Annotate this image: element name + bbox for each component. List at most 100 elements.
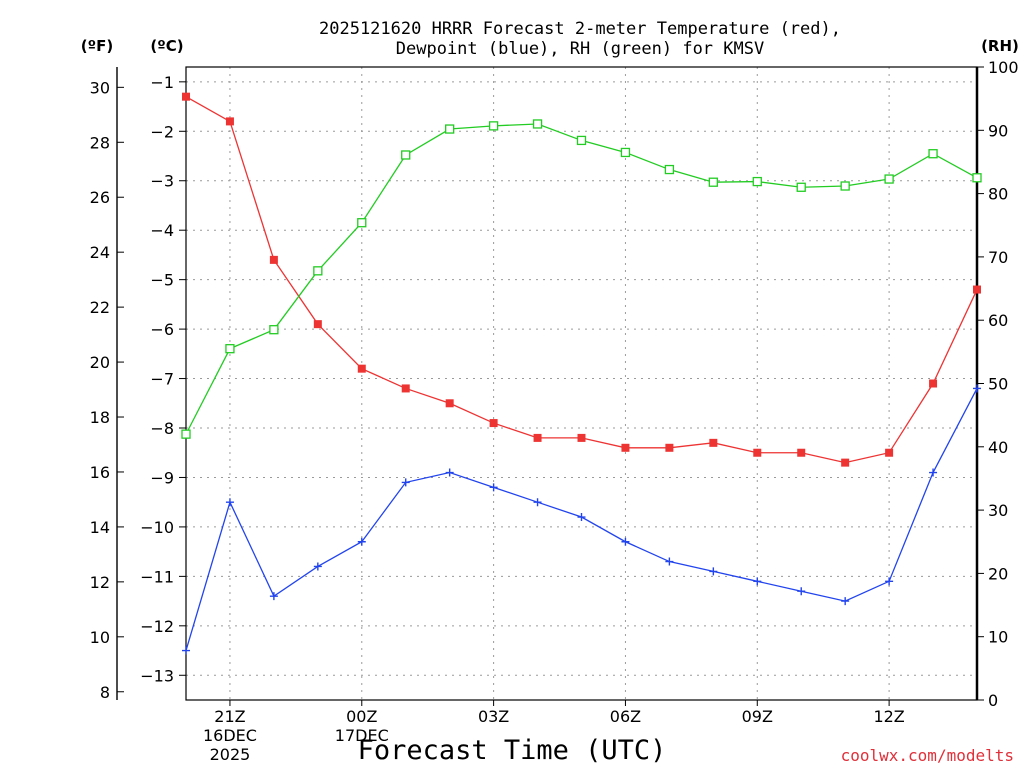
rh-point bbox=[576, 135, 587, 146]
dewpoint-point bbox=[313, 562, 322, 571]
celsius-tick-label: −10 bbox=[140, 518, 174, 537]
temperature-point bbox=[929, 379, 938, 388]
rh-point bbox=[357, 218, 367, 228]
dewpoint-point bbox=[709, 567, 718, 576]
fahrenheit-tick-label: 22 bbox=[90, 298, 110, 317]
temperature-point bbox=[182, 92, 190, 101]
rh-point bbox=[269, 325, 279, 335]
temperature-point bbox=[357, 364, 366, 373]
chart-title-line-1: 2025121620 HRRR Forecast 2-meter Tempera… bbox=[319, 19, 841, 39]
rh-tick-label: 70 bbox=[988, 248, 1008, 267]
temperature-point bbox=[665, 443, 674, 452]
temperature-point bbox=[621, 443, 630, 452]
temperature-point bbox=[841, 458, 850, 467]
rh-tick-label: 0 bbox=[988, 691, 998, 710]
rh-point bbox=[972, 173, 982, 183]
temperature-point bbox=[401, 384, 410, 393]
x-tick-label: 16DEC bbox=[203, 726, 257, 745]
rh-point bbox=[620, 147, 631, 158]
x-axis-title: Forecast Time (UTC) bbox=[358, 735, 667, 766]
fahrenheit-tick-label: 10 bbox=[90, 628, 110, 647]
temperature-point bbox=[709, 438, 718, 447]
site-credit: coolwx.com/modelts bbox=[841, 746, 1014, 765]
dewpoint-point bbox=[973, 384, 981, 393]
chart-title-line-2: Dewpoint (blue), RH (green) for KMSV bbox=[396, 39, 764, 59]
rh-point bbox=[840, 181, 850, 191]
rh-point bbox=[752, 176, 762, 187]
fahrenheit-tick-label: 18 bbox=[90, 408, 110, 427]
celsius-tick-label: −6 bbox=[150, 320, 174, 339]
rh-point bbox=[181, 429, 191, 439]
rh-point bbox=[225, 344, 235, 354]
celsius-tick-label: −5 bbox=[150, 271, 174, 290]
rh-point bbox=[488, 121, 499, 131]
x-tick-label: 2025 bbox=[210, 745, 251, 764]
rh-tick-label: 100 bbox=[988, 58, 1019, 77]
rh-point bbox=[884, 174, 894, 184]
rh-tick-label: 30 bbox=[988, 501, 1008, 520]
fahrenheit-tick-label: 30 bbox=[90, 78, 110, 97]
dewpoint-point bbox=[929, 468, 938, 477]
dewpoint-point bbox=[841, 597, 850, 606]
x-tick-label: 03Z bbox=[478, 707, 509, 726]
dewpoint-point bbox=[489, 483, 498, 492]
celsius-unit-label: (ºC) bbox=[150, 37, 183, 55]
celsius-tick-label: −11 bbox=[140, 567, 174, 586]
dewpoint-point bbox=[533, 498, 542, 507]
temperature-point bbox=[225, 117, 234, 126]
dewpoint-point bbox=[445, 468, 454, 477]
celsius-tick-label: −4 bbox=[150, 221, 174, 240]
rh-point bbox=[445, 124, 455, 134]
fahrenheit-unit-label: (ºF) bbox=[81, 37, 113, 55]
rh-tick-label: 90 bbox=[988, 121, 1008, 140]
dewpoint-point bbox=[182, 646, 190, 655]
celsius-tick-label: −7 bbox=[150, 370, 174, 389]
rh-point bbox=[664, 164, 675, 175]
dewpoint-point bbox=[401, 478, 410, 487]
rh-point bbox=[928, 149, 938, 159]
rh-point bbox=[313, 266, 323, 276]
fahrenheit-tick-label: 28 bbox=[90, 133, 110, 152]
dewpoint-point bbox=[225, 498, 234, 507]
temperature-point bbox=[533, 433, 542, 442]
rh-point bbox=[401, 150, 411, 160]
dewpoint-point bbox=[753, 577, 762, 586]
rh-point bbox=[708, 177, 718, 187]
dewpoint-point bbox=[885, 577, 894, 586]
tick-labels: −1 −2 −3 −4 −5 −6 −7 −8 −9 −10 −11 −12 −13 30 28 26 24 22… bbox=[90, 58, 1019, 764]
dewpoint-point bbox=[357, 537, 366, 546]
celsius-tick-label: −9 bbox=[150, 468, 174, 487]
x-tick-label: 12Z bbox=[873, 707, 904, 726]
grid-lines bbox=[186, 67, 977, 700]
celsius-tick-label: −2 bbox=[150, 122, 174, 141]
axes bbox=[116, 66, 984, 706]
temperature-point bbox=[269, 255, 278, 264]
rh-point bbox=[796, 182, 806, 192]
x-tick-label: 17DEC bbox=[335, 726, 389, 745]
x-tick-label: 06Z bbox=[610, 707, 641, 726]
celsius-tick-label: −3 bbox=[150, 172, 174, 191]
x-tick-label: 21Z bbox=[214, 707, 245, 726]
plot-frame bbox=[185, 66, 978, 701]
dewpoint-point bbox=[797, 587, 806, 596]
temperature-point bbox=[797, 448, 806, 457]
rh-tick-label: 10 bbox=[988, 628, 1008, 647]
x-tick-label: 00Z bbox=[346, 707, 377, 726]
fahrenheit-tick-label: 20 bbox=[90, 353, 110, 372]
fahrenheit-tick-label: 24 bbox=[90, 243, 110, 262]
fahrenheit-tick-label: 26 bbox=[90, 188, 110, 207]
temperature-point bbox=[577, 433, 586, 442]
temperature-point bbox=[489, 419, 498, 428]
fahrenheit-tick-label: 16 bbox=[90, 463, 110, 482]
fahrenheit-tick-label: 8 bbox=[100, 683, 110, 702]
temperature-point bbox=[313, 320, 322, 329]
dewpoint-point bbox=[577, 513, 586, 522]
temperature-point bbox=[753, 448, 762, 457]
rh-tick-label: 60 bbox=[988, 311, 1008, 330]
temperature-point bbox=[973, 285, 981, 294]
fahrenheit-tick-label: 14 bbox=[90, 518, 110, 537]
celsius-tick-label: −13 bbox=[140, 666, 174, 685]
dewpoint-point bbox=[269, 592, 278, 601]
temperature-point bbox=[885, 448, 894, 457]
